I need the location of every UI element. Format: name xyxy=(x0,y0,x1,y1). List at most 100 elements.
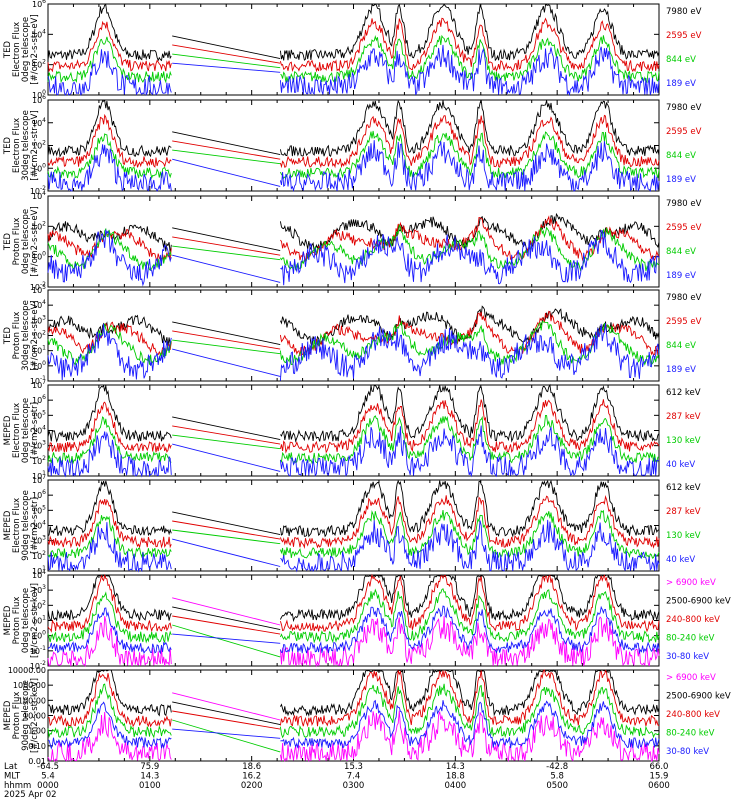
y-tick-label: 1000.00 xyxy=(13,681,46,690)
legend-entry: 612 keV xyxy=(666,483,701,493)
series-line-green xyxy=(47,415,660,465)
panel-8: 0.01 0.10 1.00 10.00 100.00 1000.00 10000.00 ME… xyxy=(3,666,731,766)
x-axis-labels: LatMLThhmm-64.55.4000075.914.3010018.616… xyxy=(4,762,670,800)
legend-entry: 844 eV xyxy=(666,341,696,351)
y-tick-label: 10.00 xyxy=(23,712,46,721)
legend-entry: 844 eV xyxy=(666,55,696,65)
legend-entry: 30-80 keV xyxy=(666,747,709,757)
x-tick-label-lat: -64.5 xyxy=(37,762,59,772)
y-tick-label: 104 xyxy=(32,520,46,531)
x-tick-label-lat: 15.3 xyxy=(344,762,363,772)
y-axis-label: TED xyxy=(3,326,13,345)
y-tick-label: 10-2 xyxy=(30,281,46,292)
x-tick-label-mlt: 16.2 xyxy=(242,772,261,782)
legend-entry: 80-240 keV xyxy=(666,729,715,739)
y-tick-label: 104 xyxy=(32,190,46,201)
y-axis-label: 90deg telescope xyxy=(21,680,31,751)
y-tick-label: 10-2 xyxy=(30,660,46,671)
y-tick-label: 100 xyxy=(32,360,46,371)
y-tick-label: 101 xyxy=(32,615,46,626)
series-line-green xyxy=(47,683,660,753)
row-label: hhmm xyxy=(4,781,31,791)
legend-entry: 80-240 keV xyxy=(666,634,715,644)
series-line-green xyxy=(47,509,660,560)
legend-entry: 7980 eV xyxy=(666,293,702,303)
legend-entry: 40 keV xyxy=(666,460,695,470)
y-axis-label: MEPED xyxy=(3,700,13,730)
legend-entry: 189 eV xyxy=(666,365,696,375)
y-axis-label: [#/cm2-s-str-eV] xyxy=(30,206,40,276)
y-axis-label: Proton Flux xyxy=(12,692,22,740)
data-traces xyxy=(47,99,660,193)
series-line-blue xyxy=(47,605,660,655)
data-traces xyxy=(47,479,660,573)
y-tick-label: 102 xyxy=(32,59,46,70)
x-tick-label-hhmm: 0100 xyxy=(139,781,161,791)
y-tick-label: 101 xyxy=(32,565,46,576)
x-tick-label-mlt: 18.8 xyxy=(446,772,465,782)
y-axis-label: [#/cm2-s-str-eV] xyxy=(30,14,40,84)
series-line-red xyxy=(47,113,660,169)
y-tick-label: 102 xyxy=(32,455,46,466)
panel-4: 10-1 100 101 102 103 104 105 TED Proton Flux 30de… xyxy=(3,284,702,386)
y-axis-label: 30deg telescope xyxy=(21,110,31,181)
y-axis-label: [#/cm2-s-str] xyxy=(30,497,40,554)
series-line-blue xyxy=(47,323,660,381)
y-axis-label: [#/cm2-s-str-keV] xyxy=(30,678,40,753)
panel-3: 10-2 100 102 104 TED Proton Flux 0deg telescop… xyxy=(3,190,702,292)
series-line-red xyxy=(47,494,660,549)
legend-entry: 287 keV xyxy=(666,412,701,422)
x-tick-label-lat: -42.8 xyxy=(546,762,568,772)
series-line-magenta xyxy=(47,692,660,763)
y-tick-label: 105 xyxy=(32,409,46,420)
y-tick-label: 10-1 xyxy=(30,375,46,386)
legend-entry: > 6900 keV xyxy=(666,578,716,588)
legend-entry: 2595 eV xyxy=(666,317,702,327)
legend-entry: 7980 eV xyxy=(666,199,702,209)
y-axis-label: [#/cm2-s-str-eV] xyxy=(30,110,40,180)
y-axis-label: MEPED xyxy=(3,415,13,445)
y-axis-label: [#/cm2-s-str-keV] xyxy=(30,583,40,658)
y-tick-label: 107 xyxy=(32,379,46,390)
series-line-blue xyxy=(47,425,660,478)
series-line-black xyxy=(47,574,660,631)
row-label: MLT xyxy=(4,772,21,782)
series-line-black xyxy=(47,3,660,62)
series-line-red xyxy=(47,669,660,730)
legend-entry: 844 eV xyxy=(666,151,696,161)
y-tick-label: 103 xyxy=(32,535,46,546)
y-tick-label: 101 xyxy=(32,470,46,481)
series-line-black xyxy=(47,668,660,726)
x-tick-label-lat: 75.9 xyxy=(140,762,159,772)
data-traces xyxy=(47,3,660,97)
y-axis-label: 0deg telescope xyxy=(21,209,31,274)
series-line-black xyxy=(47,212,660,254)
y-tick-label: 104 xyxy=(32,569,46,580)
y-tick-label: 105 xyxy=(32,504,46,515)
y-axis-label: Proton Flux xyxy=(12,312,22,360)
y-tick-label: 100 xyxy=(32,162,46,173)
legend-entry: 189 eV xyxy=(666,271,696,281)
series-line-green xyxy=(47,320,660,366)
panel-6: 101 102 103 104 105 106 107 MEPED Electron Flux 9… xyxy=(3,474,701,576)
legend-entry: 7980 eV xyxy=(666,103,702,113)
series-line-blue xyxy=(47,519,660,573)
series-line-red xyxy=(47,573,660,635)
legend-entry: 130 keV xyxy=(666,531,701,541)
legend-entry: 612 keV xyxy=(666,388,701,398)
panel-2: 10-2 100 102 104 106 TED Electron Flux 30deg te… xyxy=(3,94,702,196)
series-line-black xyxy=(47,383,660,443)
series-line-red xyxy=(47,215,660,263)
y-axis-label: Electron Flux xyxy=(12,498,22,553)
y-axis-label: 30deg telescope xyxy=(21,300,31,371)
y-tick-label: 1.00 xyxy=(28,727,46,736)
date-label: 2025 Apr 02 xyxy=(4,790,57,800)
x-tick-label-mlt: 15.9 xyxy=(650,772,669,782)
legend-entry: 240-800 keV xyxy=(666,710,720,720)
y-tick-label: 100.00 xyxy=(18,696,46,705)
legend-entry: 2595 eV xyxy=(666,127,702,137)
legend-entry: 240-800 keV xyxy=(666,615,720,625)
y-tick-label: 0.01 xyxy=(28,757,46,766)
data-traces xyxy=(47,383,660,478)
series-line-green xyxy=(47,34,660,84)
